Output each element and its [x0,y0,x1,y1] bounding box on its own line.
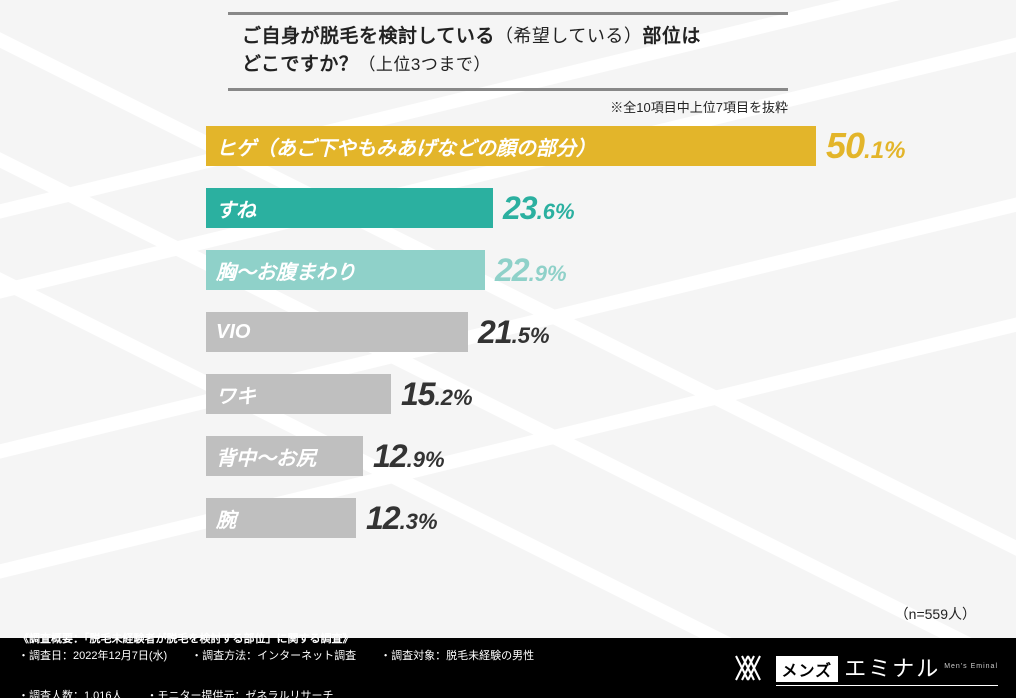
title-line2: どこですか？（上位3つまで） [242,51,774,79]
bar-value: 23.6% [503,192,575,224]
bar-row: 腕 12.3% [206,498,932,538]
bar-row: すね 23.6% [206,188,932,228]
bar-row: ワキ 15.2% [206,374,932,414]
bar: ヒゲ（あご下やもみあげなどの顔の部分） [206,126,816,166]
brand-main: エミナル [844,651,940,683]
brand-sub: Men's Eminal [944,663,998,670]
title-line1: ご自身が脱毛を検討している（希望している）部位は [242,23,774,51]
title-text: 部位は [642,26,701,47]
footer-item: 調査人数：1,016人 [18,688,123,698]
footer-header: 《調査概要：「脱毛未経験者が脱毛を検討する部位」に関する調査》 [18,631,658,648]
footer-item: 調査方法：インターネット調査 [191,648,356,665]
brand: メンズ エミナル Men's Eminal [730,650,999,686]
title-text: ご自身が脱毛を検討している [242,26,495,47]
bar-value: 22.9% [495,254,567,286]
footer-items: 調査日：2022年12月7日(水) 調査方法：インターネット調査 調査対象：脱毛未経… [18,648,658,698]
footer-item: 調査対象：脱毛未経験の男性 [380,648,534,665]
bar-row: 背中～お尻 12.9% [206,436,932,476]
footer-item: モニター提供元：ゼネラルリサーチ [147,688,334,698]
bar-value: 50.1% [826,128,905,164]
footer-item: 調査日：2022年12月7日(水) [18,648,167,665]
content-area: ご自身が脱毛を検討している（希望している）部位は どこですか？（上位3つまで） … [0,0,1016,698]
bar-value: 12.9% [373,440,445,472]
brand-logo-icon [730,650,766,686]
footer-info: 《調査概要：「脱毛未経験者が脱毛を検討する部位」に関する調査》 調査日：2022… [18,631,658,698]
bar-row: VIO 21.5% [206,312,932,352]
footer: 《調査概要：「脱毛未経験者が脱毛を検討する部位」に関する調査》 調査日：2022… [0,638,1016,698]
bar: 背中～お尻 [206,436,363,476]
title-text: どこですか？ [242,54,358,75]
bar-chart: ヒゲ（あご下やもみあげなどの顔の部分） 50.1% すね 23.6% 胸～お腹まわり 22… [206,126,932,538]
bar: ワキ [206,374,391,414]
bar-value: 12.3% [366,502,438,534]
bar-value: 15.2% [401,378,473,410]
brand-text: メンズ エミナル Men's Eminal [776,651,999,686]
bar-row: 胸～お腹まわり 22.9% [206,250,932,290]
bar: すね [206,188,493,228]
note: ※全10項目中上位7項目を抜粋 [228,97,788,116]
sample-size: （n=559人） [895,604,976,624]
bar-value: 21.5% [478,316,550,348]
title-box: ご自身が脱毛を検討している（希望している）部位は どこですか？（上位3つまで） [228,12,788,91]
bar-row: ヒゲ（あご下やもみあげなどの顔の部分） 50.1% [206,126,932,166]
title-paren: （希望している） [495,26,642,46]
brand-box: メンズ [776,656,839,682]
bar: VIO [206,312,468,352]
bar: 腕 [206,498,356,538]
bar: 胸～お腹まわり [206,250,485,290]
title-paren: （上位3つまで） [358,55,490,74]
